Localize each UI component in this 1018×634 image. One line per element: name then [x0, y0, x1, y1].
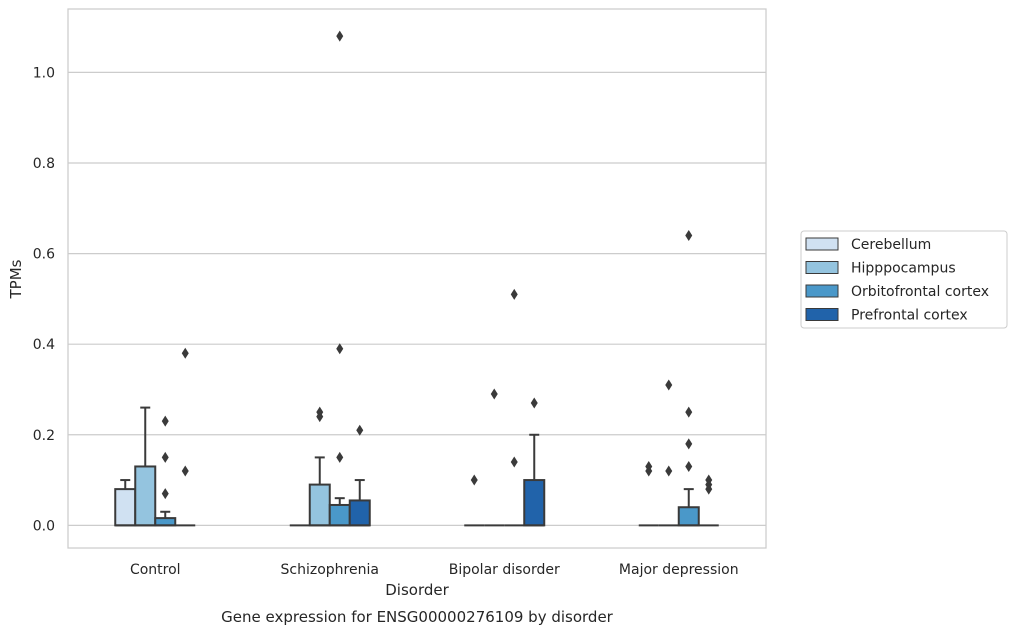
box-prefrontal-cortex	[348, 479, 371, 527]
legend-swatch	[805, 261, 839, 274]
y-axis-label: TPMs	[7, 259, 25, 299]
outlier-point	[510, 288, 518, 300]
outlier-point	[316, 406, 324, 418]
y-tick-label: 0.6	[33, 247, 55, 263]
y-tick-label: 0.8	[33, 156, 55, 172]
y-tick-label: 1.0	[33, 65, 55, 81]
outlier-point	[181, 465, 189, 477]
outlier-point	[336, 30, 344, 42]
legend-swatch	[805, 308, 839, 321]
box-body	[154, 517, 177, 527]
box-body	[308, 483, 331, 527]
box-orbitofrontal-cortex	[677, 488, 700, 527]
outlier-point	[530, 397, 538, 409]
legend-swatch	[805, 237, 839, 251]
box-hipppocampus	[308, 456, 331, 527]
outlier-point	[510, 456, 518, 468]
outlier-point	[161, 415, 169, 427]
y-tick-label: 0.0	[33, 518, 55, 534]
chart-caption: Gene expression for ENSG00000276109 by d…	[221, 608, 614, 626]
outlier-point	[490, 388, 498, 400]
x-tick-labels: Control Schizophrenia Bipolar disorder Majo…	[130, 562, 739, 578]
outlier-points	[161, 30, 713, 500]
outlier-point	[336, 451, 344, 463]
outlier-point	[356, 424, 364, 436]
plot-area	[68, 9, 766, 548]
plot-frame	[67, 8, 767, 549]
y-tick-labels: 0.0 0.2 0.4 0.6 0.8 1.0	[33, 65, 55, 534]
box-series	[114, 406, 719, 527]
y-tick-label: 0.2	[33, 428, 55, 444]
outlier-point	[665, 465, 673, 477]
box-prefrontal-cortex	[523, 433, 546, 527]
box-body	[348, 499, 371, 527]
legend: Cerebellum Hipppocampus Orbitofrontal cort…	[800, 230, 1008, 329]
legend-label: Hipppocampus	[851, 261, 956, 277]
legend-label: Orbitofrontal cortex	[851, 284, 989, 300]
outlier-point	[685, 460, 693, 472]
legend-frame	[800, 230, 1008, 329]
outlier-point	[685, 229, 693, 241]
x-axis-label: Disorder	[385, 581, 449, 599]
outlier-point	[685, 438, 693, 450]
legend-label: Cerebellum	[851, 237, 931, 253]
legend-label: Prefrontal cortex	[851, 308, 968, 324]
box-hipppocampus	[134, 406, 157, 527]
outlier-point	[665, 379, 673, 391]
outlier-point	[161, 451, 169, 463]
legend-swatch	[805, 284, 839, 298]
outlier-point	[705, 474, 713, 486]
outlier-point	[470, 474, 478, 486]
box-orbitofrontal-cortex	[154, 510, 177, 527]
outlier-point	[645, 460, 653, 472]
x-tick-label: Schizophrenia	[281, 562, 379, 578]
box-body	[328, 503, 351, 527]
box-body	[134, 465, 157, 527]
outlier-point	[685, 406, 693, 418]
x-tick-label: Control	[130, 562, 181, 578]
y-tick-label: 0.4	[33, 337, 55, 353]
outlier-point	[161, 488, 169, 500]
x-tick-label: Bipolar disorder	[449, 562, 560, 578]
x-tick-label: Major depression	[619, 562, 739, 578]
box-body	[114, 488, 137, 527]
outlier-point	[336, 343, 344, 355]
outlier-point	[181, 347, 189, 359]
box-body	[523, 479, 546, 527]
box-body	[677, 506, 700, 527]
